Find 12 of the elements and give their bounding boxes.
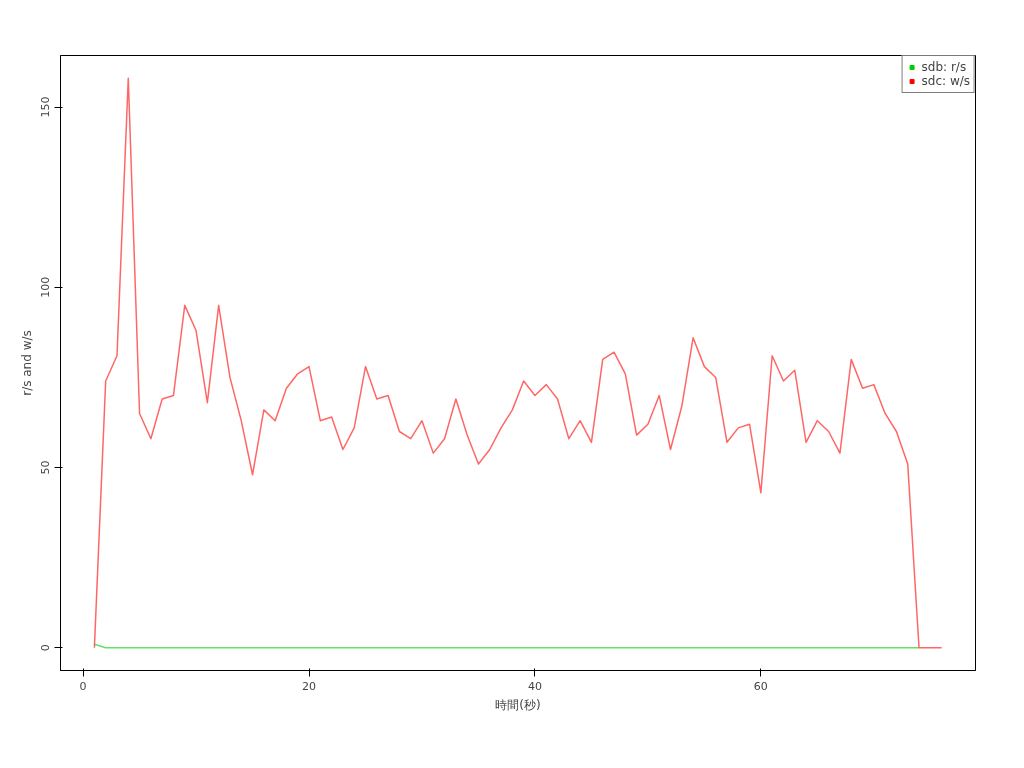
- y-tick-label: 50: [39, 460, 53, 475]
- y-axis-title: r/s and w/s: [19, 330, 34, 396]
- x-tick-label: 60: [753, 679, 768, 693]
- x-tick-label: 20: [302, 679, 317, 693]
- legend-label: sdb: r/s: [921, 60, 967, 74]
- y-tick-label: 100: [39, 276, 53, 298]
- y-tick-label: 0: [39, 644, 53, 652]
- x-tick-label: 40: [527, 679, 542, 693]
- legend-label: sdc: w/s: [921, 74, 970, 88]
- x-tick-label: 0: [79, 679, 87, 693]
- y-tick-label: 150: [39, 96, 53, 118]
- x-axis-title: 時間(秒): [495, 697, 541, 712]
